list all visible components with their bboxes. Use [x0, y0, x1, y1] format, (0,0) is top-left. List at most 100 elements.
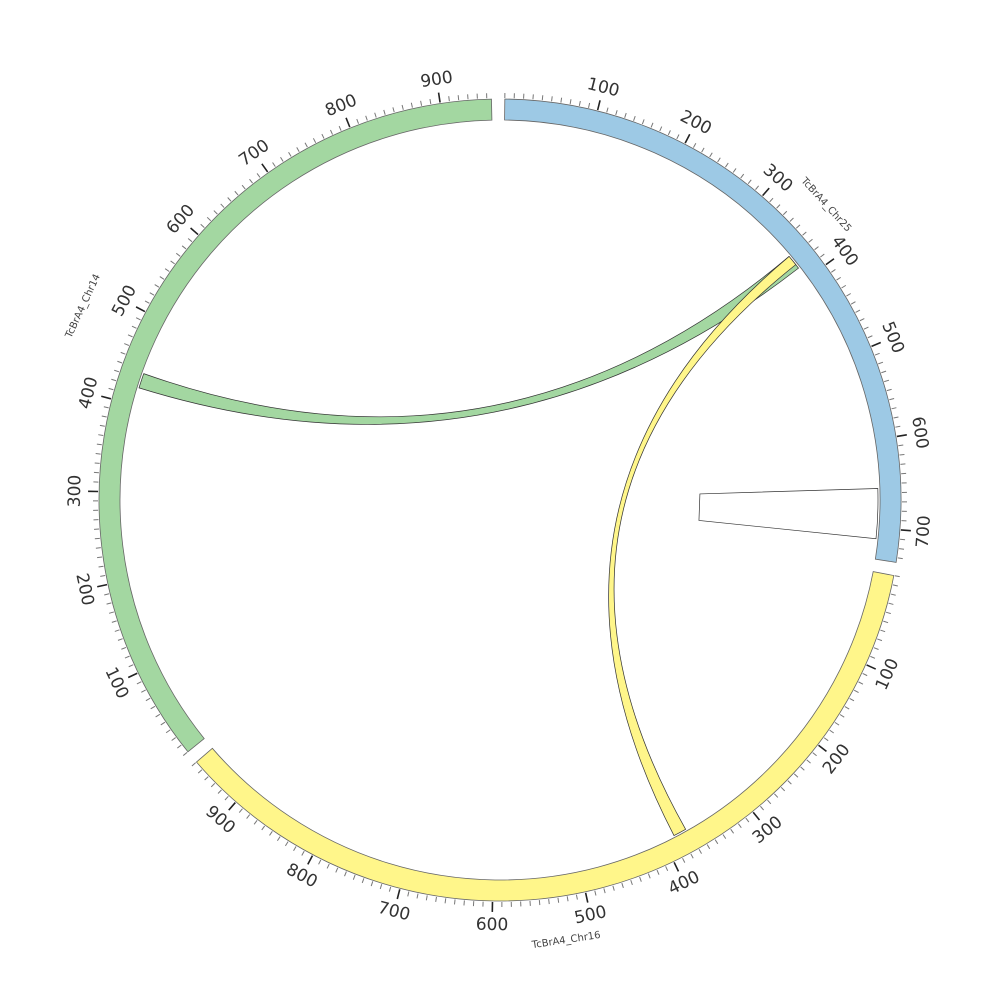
- tick-mark: [760, 805, 765, 811]
- tick-mark: [98, 565, 104, 568]
- tick-mark: [416, 893, 419, 899]
- tick-mark: [858, 681, 864, 685]
- tick-mark: [878, 361, 884, 365]
- tick-mark: [144, 300, 150, 304]
- tick-mark: [900, 529, 911, 532]
- tick-mark: [725, 162, 729, 168]
- tick-mark: [220, 203, 225, 208]
- tick-mark: [782, 210, 788, 216]
- tick-label: 400: [75, 375, 103, 411]
- tick-mark: [117, 360, 123, 364]
- tick-mark: [566, 896, 569, 902]
- tick-mark: [839, 714, 845, 718]
- tick-mark: [881, 370, 887, 374]
- tick-mark: [584, 892, 589, 903]
- tick-mark: [776, 204, 781, 209]
- tick-mark: [269, 831, 273, 836]
- tick-mark: [425, 895, 428, 901]
- tick-mark: [850, 301, 856, 305]
- tick-mark: [217, 789, 222, 794]
- tick-mark: [892, 584, 898, 587]
- tick-mark: [885, 611, 891, 615]
- tick-mark: [560, 97, 563, 103]
- ideogram-chr14: [98, 98, 493, 753]
- tick-mark: [261, 163, 269, 173]
- tick-mark: [296, 147, 300, 152]
- tick-mark: [111, 378, 117, 382]
- tick-mark: [111, 620, 117, 623]
- tick-mark: [548, 898, 550, 905]
- chromosome-label-chr25: TcBrA4_Chr25: [798, 175, 853, 234]
- tick-label: 400: [665, 867, 703, 899]
- tick-mark: [365, 115, 368, 121]
- tick-mark: [318, 859, 322, 865]
- tick-mark: [895, 425, 901, 428]
- tick-mark: [338, 125, 342, 131]
- tick-mark: [307, 855, 314, 865]
- tick-mark: [326, 863, 330, 869]
- tick-mark: [457, 95, 460, 101]
- tick-mark: [829, 729, 835, 734]
- tick-label: 900: [419, 67, 454, 92]
- tick-mark: [345, 117, 351, 128]
- tick-mark: [108, 611, 115, 614]
- tick-label: 200: [677, 106, 715, 139]
- tick-mark: [444, 898, 447, 904]
- tick-label: 300: [65, 475, 86, 508]
- tick-mark: [551, 96, 553, 102]
- tick-mark: [104, 593, 110, 596]
- tick-mark: [714, 839, 719, 845]
- tick-mark: [191, 762, 197, 767]
- tick-mark: [177, 744, 182, 749]
- tick-mark: [621, 882, 624, 889]
- tick-mark: [448, 96, 450, 102]
- tick-mark: [800, 766, 805, 771]
- tick-mark: [633, 115, 636, 121]
- tick-mark: [894, 575, 900, 578]
- tick-mark: [190, 227, 199, 236]
- tick-mark: [293, 846, 297, 852]
- tick-mark: [834, 721, 840, 726]
- tick-mark: [135, 306, 146, 313]
- tick-mark: [891, 407, 897, 410]
- tick-mark: [401, 104, 404, 110]
- tick-label: 700: [376, 898, 412, 925]
- tick-mark: [420, 100, 423, 106]
- tick-mark: [149, 292, 155, 296]
- tick-mark: [249, 178, 253, 184]
- tick-mark: [241, 184, 246, 190]
- tick-mark: [160, 721, 166, 726]
- tick-mark: [383, 109, 386, 115]
- tick-label: 600: [476, 915, 509, 936]
- tick-mark: [820, 253, 825, 258]
- tick-mark: [890, 593, 896, 596]
- tick-mark: [849, 697, 855, 702]
- tick-mark: [256, 173, 261, 178]
- tick-mark: [836, 276, 841, 281]
- tick-mark: [867, 335, 873, 339]
- links-layer: [138, 255, 879, 837]
- tick-mark: [853, 689, 859, 694]
- tick-mark: [802, 231, 807, 236]
- tick-mark: [101, 395, 112, 400]
- tick-mark: [108, 387, 114, 391]
- tick-mark: [100, 574, 106, 577]
- tick-mark: [224, 795, 229, 801]
- tick-mark: [99, 424, 105, 427]
- tick-mark: [106, 602, 112, 605]
- tick-mark: [124, 655, 130, 659]
- tick-label: 800: [283, 860, 321, 893]
- tick-mark: [246, 814, 251, 819]
- chromosome-label-chr16: TcBrA4_Chr16: [530, 930, 601, 951]
- tick-label: 600: [907, 415, 932, 450]
- tick-mark: [388, 886, 392, 892]
- tick-mark: [812, 752, 817, 757]
- tick-mark: [684, 133, 691, 144]
- tick-mark: [253, 820, 258, 825]
- tick-mark: [280, 156, 284, 162]
- tick-mark: [181, 245, 187, 250]
- tick-mark: [722, 834, 727, 839]
- tick-mark: [407, 891, 410, 897]
- tick-mark: [97, 583, 108, 588]
- tick-mark: [870, 655, 876, 659]
